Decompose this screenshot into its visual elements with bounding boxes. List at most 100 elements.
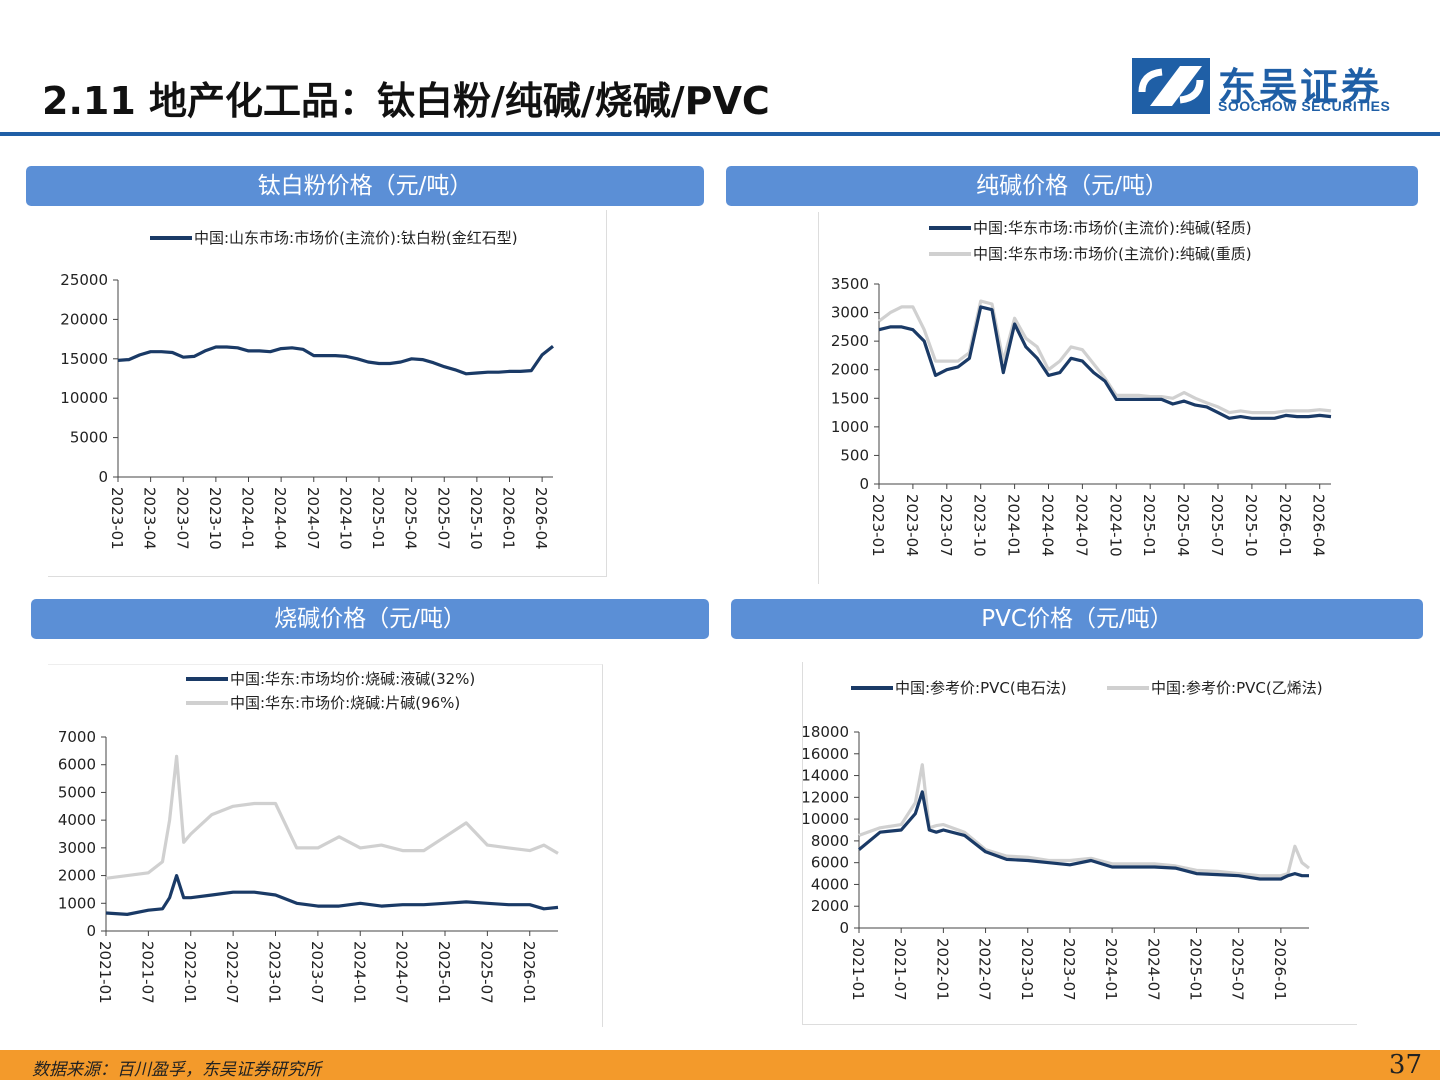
x-tick-label: 2025-01 [435,941,453,1004]
y-tick-label: 18000 [803,723,849,741]
chart-pvc-svg: 0 2000 4000 6000 8000 10000 12000 14000 16000 180… [803,679,1323,1001]
x-tick-label: 2021-07 [138,941,156,1004]
x-tick-label: 2022-01 [933,938,951,1001]
logo-chinese-name: 东吴证券 [1218,65,1383,109]
page-number: 37 [1388,1050,1422,1080]
chart-caustic-soda: 0 1000 2000 3000 4000 5000 6000 7000 2021-01 2021… [48,664,603,1027]
legend-label: 中国:华东市场:市场价(主流价):纯碱(重质) [973,245,1252,263]
x-tick-label: 2024-04 [271,487,289,550]
x-tick-label: 2025-10 [1242,494,1260,557]
y-tick-label: 6000 [811,854,849,872]
y-tick-label: 10000 [60,389,108,407]
x-tick-label: 2023-01 [266,941,284,1004]
footer-source: 数据来源：百川盈孚，东吴证券研究所 [32,1060,321,1080]
brand-logo: 东吴证券 SOOCHOW SECURITIES [1132,56,1432,120]
x-tick-label: 2024-07 [1144,938,1162,1001]
chart-pvc: 0 2000 4000 6000 8000 10000 12000 14000 16000 180… [802,662,1357,1025]
x-tick-label: 2025-10 [467,487,485,550]
x-tick-label: 2023-07 [308,941,326,1004]
chart-titanium-dioxide: 0 5000 10000 15000 20000 25000 2023-01 2023-04 2… [48,210,607,577]
x-tick-label: 2026-01 [1271,938,1289,1001]
x-tick-label: 2025-01 [1140,494,1158,557]
x-tick-label: 2026-04 [1310,494,1328,557]
chart-soda-ash: 0 500 1000 1500 2000 2500 3000 3500 2023-01 2023-… [818,212,1419,584]
x-tick-label: 2023-04 [141,487,159,550]
x-tick-label: 2023-04 [903,494,921,557]
x-tick-label: 2025-01 [369,487,387,550]
legend-label: 中国:华东:市场价:烧碱:片碱(96%) [230,694,460,712]
x-tick-label: 2023-07 [1060,938,1078,1001]
x-tick-label: 2023-10 [206,487,224,550]
series-line-0 [117,344,554,376]
series-line-1 [858,763,1310,878]
y-tick-label: 25000 [60,271,108,289]
x-tick-label: 2024-07 [304,487,322,550]
x-tick-label: 2025-04 [402,487,420,550]
x-tick-label: 2024-01 [1005,494,1023,557]
y-tick-label: 15000 [60,350,108,368]
x-tick-label: 2024-10 [336,487,354,550]
y-tick-label: 4000 [811,875,849,893]
y-tick-label: 3000 [58,839,96,857]
series-line-1 [878,299,1332,415]
y-tick-label: 20000 [60,310,108,328]
x-tick-label: 2022-07 [223,941,241,1004]
y-tick-label: 5000 [58,783,96,801]
x-tick-label: 2026-01 [1276,494,1294,557]
series-line-0 [878,305,1332,420]
x-tick-label: 2025-07 [1208,494,1226,557]
x-tick-label: 2024-01 [350,941,368,1004]
y-tick-label: 2000 [831,361,869,379]
y-tick-label: 500 [840,446,869,464]
y-tick-label: 5000 [70,429,108,447]
panel-title-titanium-dioxide: 钛白粉价格（元/吨） [26,166,704,206]
y-tick-label: 4000 [58,811,96,829]
y-tick-label: 8000 [811,832,849,850]
y-tick-label: 1000 [58,894,96,912]
x-tick-label: 2026-01 [520,941,538,1004]
series-line-1 [105,754,559,880]
y-tick-label: 1000 [831,418,869,436]
chart-titanium-dioxide-svg: 0 5000 10000 15000 20000 25000 2023-01 2023-04 2… [60,229,554,550]
x-tick-label: 2026-01 [500,487,518,550]
y-tick-label: 0 [86,922,96,940]
x-tick-label: 2023-01 [108,487,126,550]
panel-title-caustic-soda: 烧碱价格（元/吨） [31,599,709,639]
x-tick-label: 2024-04 [1039,494,1057,557]
x-tick-label: 2023-07 [173,487,191,550]
y-tick-label: 6000 [58,756,96,774]
y-tick-label: 2000 [811,897,849,915]
x-tick-label: 2021-01 [96,941,114,1004]
y-tick-label: 7000 [58,728,96,746]
y-tick-label: 1500 [831,389,869,407]
x-tick-label: 2021-07 [891,938,909,1001]
x-tick-label: 2024-01 [1102,938,1120,1001]
header-divider [0,132,1440,136]
legend-label: 中国:山东市场:市场价(主流价):钛白粉(金红石型) [194,229,518,247]
logo-mark-icon [1132,58,1210,114]
y-tick-label: 10000 [803,810,849,828]
panel-title-pvc: PVC价格（元/吨） [731,599,1423,639]
y-tick-label: 2000 [58,867,96,885]
y-tick-label: 0 [98,468,108,486]
y-tick-label: 14000 [803,767,849,785]
y-tick-label: 3500 [831,275,869,293]
series-line-0 [857,790,1309,881]
x-tick-label: 2025-07 [477,941,495,1004]
y-tick-label: 0 [859,475,869,493]
x-tick-label: 2024-01 [239,487,257,550]
chart-soda-ash-svg: 0 500 1000 1500 2000 2500 3000 3500 2023-01 2023-… [831,219,1332,557]
x-tick-label: 2023-10 [971,494,989,557]
y-tick-label: 16000 [803,745,849,763]
x-tick-label: 2025-07 [1229,938,1247,1001]
y-tick-label: 0 [839,919,849,937]
y-tick-label: 12000 [803,788,849,806]
x-tick-label: 2022-01 [181,941,199,1004]
page-title: 2.11 地产化工品：钛白粉/纯碱/烧碱/PVC [42,79,770,123]
x-tick-label: 2024-07 [393,941,411,1004]
legend-label: 中国:参考价:PVC(电石法) [895,679,1067,697]
x-tick-label: 2023-01 [1018,938,1036,1001]
series-line-0 [105,874,559,916]
x-tick-label: 2021-01 [849,938,867,1001]
x-tick-label: 2023-07 [937,494,955,557]
